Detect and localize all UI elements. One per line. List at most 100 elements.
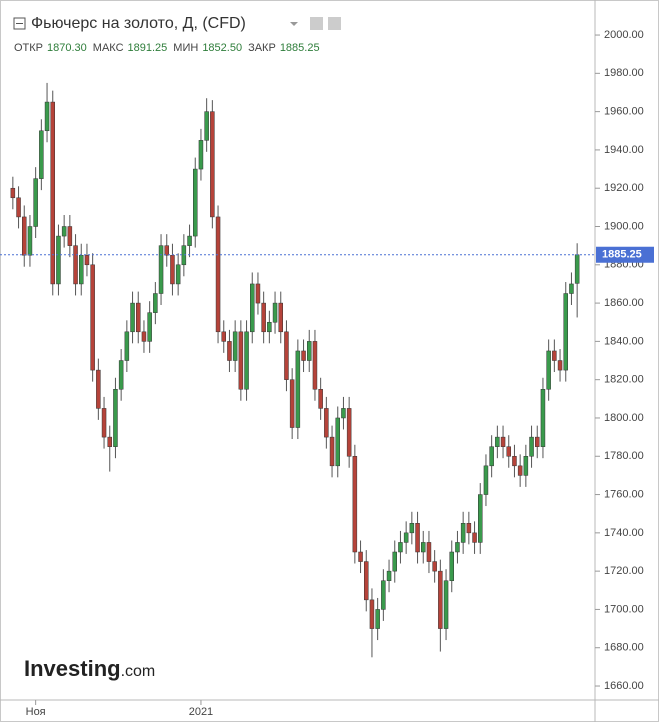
- candle-body: [381, 580, 386, 610]
- watermark-suffix: .com: [121, 663, 156, 680]
- candle-body: [364, 561, 369, 601]
- candle-body: [50, 101, 55, 285]
- ohlc-header: ОТКР 1870.30 МАКС 1891.25 МИН 1852.50 ЗАКР 1885…: [14, 42, 320, 54]
- y-tick-label: 1700.00: [604, 603, 644, 615]
- candle-body: [227, 341, 232, 361]
- candle-body: [278, 302, 283, 333]
- ohlc-name: МИН: [173, 42, 198, 54]
- x-tick-label: Ноя: [26, 706, 46, 718]
- candle-body: [443, 580, 449, 629]
- candle-body: [500, 436, 506, 447]
- candle-body: [113, 389, 118, 447]
- candle-body: [158, 245, 164, 294]
- candle-body: [540, 389, 546, 447]
- watermark-brand: Investing: [24, 656, 121, 681]
- candle-body: [215, 216, 221, 333]
- candle-body: [398, 542, 403, 553]
- candle-body: [238, 331, 244, 390]
- y-tick-label: 1920.00: [604, 182, 644, 194]
- y-tick-label: 1740.00: [604, 527, 644, 539]
- y-tick-label: 1660.00: [604, 680, 644, 692]
- ohlc-name: ОТКР: [14, 42, 43, 54]
- y-tick-label: 2000.00: [604, 29, 644, 41]
- candle-body: [403, 532, 409, 543]
- candle-body: [56, 235, 61, 285]
- candle-body: [255, 283, 261, 304]
- candle-body: [61, 226, 67, 237]
- candle-body: [466, 523, 472, 534]
- candle-body: [244, 331, 249, 390]
- candle-body: [79, 254, 84, 285]
- candle-body: [517, 465, 523, 476]
- candle-body: [346, 408, 352, 457]
- ohlc-name: ЗАКР: [248, 42, 276, 54]
- candle-body: [90, 264, 95, 371]
- candle-body: [489, 446, 494, 467]
- candle-body: [141, 331, 147, 342]
- candle-body: [495, 436, 500, 447]
- candle-body: [324, 408, 329, 438]
- candle-body: [261, 302, 266, 333]
- candle-body: [483, 465, 489, 495]
- candle-body: [409, 523, 415, 534]
- candle-body: [289, 379, 295, 428]
- y-tick-label: 1800.00: [604, 412, 644, 424]
- candle-body: [124, 331, 130, 361]
- candle-body: [358, 551, 363, 562]
- candle-body: [175, 264, 181, 285]
- candle-body: [523, 456, 529, 476]
- y-tick-label: 1820.00: [604, 374, 644, 386]
- candle-body: [472, 532, 477, 543]
- candle-body: [84, 254, 90, 266]
- candle-body: [386, 570, 392, 581]
- candle-body: [118, 360, 124, 390]
- y-tick-label: 1720.00: [604, 565, 644, 577]
- candle-body: [101, 408, 107, 438]
- candle-body: [535, 436, 540, 447]
- last-price-label: 1885.25: [602, 249, 642, 261]
- x-tick-label: 2021: [189, 706, 213, 718]
- y-tick-label: 1680.00: [604, 642, 644, 654]
- ohlc-name: МАКС: [93, 42, 124, 54]
- dropdown-arrow[interactable]: [290, 22, 298, 26]
- candle-body: [33, 178, 38, 227]
- y-tick-label: 1980.00: [604, 67, 644, 79]
- candle-body: [329, 436, 335, 467]
- candle-body: [193, 168, 198, 237]
- ohlc-value: 1852.50: [202, 42, 242, 54]
- candle-body: [563, 293, 568, 371]
- candle-body: [341, 408, 346, 419]
- y-tick-label: 1840.00: [604, 335, 644, 347]
- candle-body: [130, 302, 135, 333]
- candle-body: [552, 350, 557, 361]
- candle-body: [73, 245, 78, 285]
- chart-title: Фьючерс на золото, Д, (CFD): [31, 15, 246, 32]
- candle-body: [449, 551, 454, 581]
- gear-icon[interactable]: [328, 17, 341, 30]
- candle-body: [512, 456, 517, 467]
- collapse-icon[interactable]: [13, 17, 26, 30]
- ohlc-value: 1885.25: [280, 42, 320, 54]
- candle-body: [506, 446, 511, 457]
- candle-body: [546, 350, 551, 390]
- candle-body: [27, 226, 33, 256]
- candle-body: [375, 609, 380, 629]
- candle-body: [392, 551, 397, 572]
- y-tick-label: 1900.00: [604, 220, 644, 232]
- ohlc-value: 1891.25: [128, 42, 168, 54]
- candle-body: [272, 302, 278, 323]
- candle-body: [557, 360, 563, 371]
- settings-icon[interactable]: [310, 17, 323, 30]
- candle-body: [352, 456, 358, 553]
- candle-body: [210, 111, 215, 218]
- candle-body: [426, 542, 432, 562]
- candle-body: [369, 599, 375, 629]
- candle-body: [438, 570, 443, 629]
- candle-body: [267, 321, 272, 333]
- candle-body: [232, 331, 238, 361]
- candle-body: [16, 197, 21, 218]
- candle-body: [460, 523, 466, 543]
- candle-body: [187, 235, 192, 246]
- candle-body: [421, 542, 426, 553]
